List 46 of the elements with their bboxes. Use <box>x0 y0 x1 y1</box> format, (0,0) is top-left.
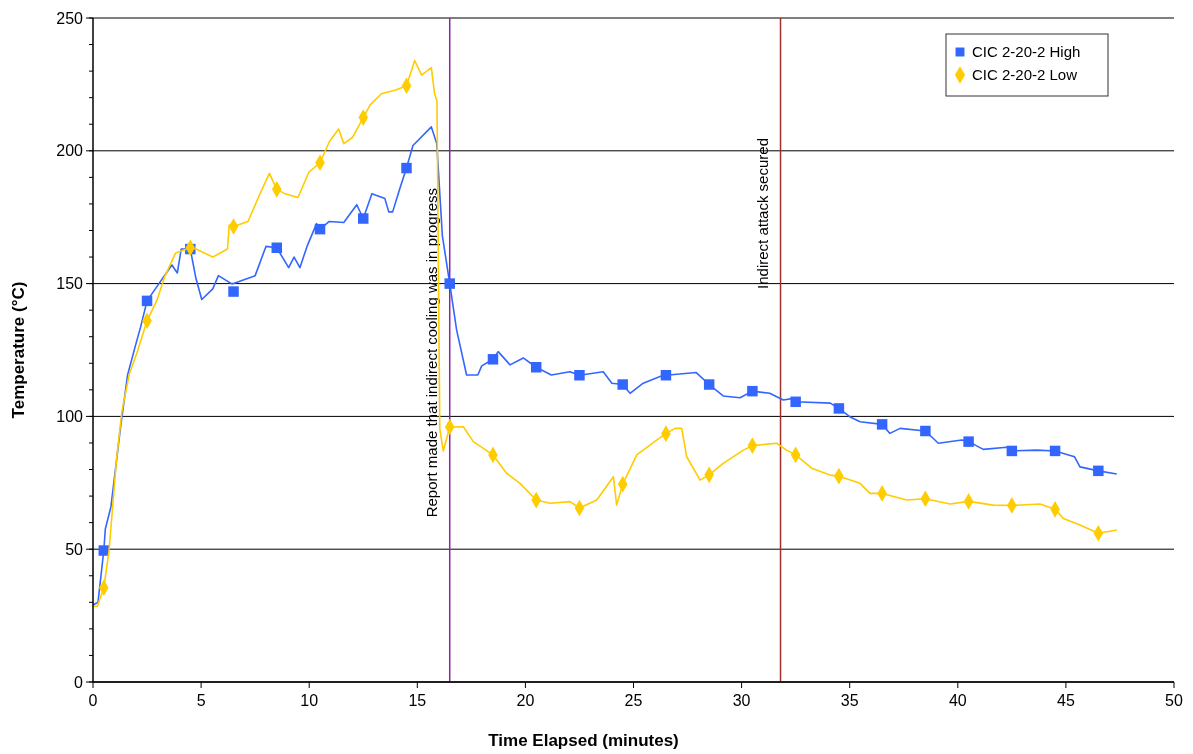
point <box>228 286 239 297</box>
point <box>141 295 153 307</box>
point <box>1049 445 1061 457</box>
ref-line-label: Indirect attack secured <box>753 138 771 289</box>
x-tick-label: 5 <box>196 692 206 709</box>
legend-label: CIC 2-20-2 High <box>972 43 1081 61</box>
point <box>358 213 369 224</box>
point <box>660 369 672 381</box>
x-tick-label: 0 <box>88 692 98 709</box>
x-tick-label: 25 <box>624 692 643 709</box>
y-axis-title: Temperature (°C) <box>9 281 28 419</box>
point <box>574 369 585 381</box>
point <box>876 419 888 430</box>
point <box>1093 465 1104 477</box>
point <box>747 385 758 397</box>
point <box>920 425 931 437</box>
legend-label: CIC 2-20-2 Low <box>972 66 1078 84</box>
point <box>833 403 845 414</box>
x-tick-label: 10 <box>300 692 319 709</box>
point <box>530 362 542 373</box>
point <box>314 223 326 235</box>
point <box>444 278 455 289</box>
x-tick-label: 35 <box>840 692 859 709</box>
y-tick-label: 0 <box>74 673 84 691</box>
y-tick-label: 50 <box>65 540 84 558</box>
x-tick-label: 20 <box>516 692 535 709</box>
x-tick-label: 30 <box>732 692 751 709</box>
point <box>703 379 715 390</box>
point <box>98 545 110 556</box>
y-tick-label: 100 <box>56 408 84 425</box>
y-tick-label: 200 <box>56 142 84 160</box>
point <box>271 242 283 253</box>
point <box>1006 445 1018 457</box>
x-tick-label: 50 <box>1165 692 1183 709</box>
x-tick-label: 40 <box>948 692 967 709</box>
point <box>617 379 628 390</box>
x-axis-title: Time Elapsed (minutes) <box>488 731 679 750</box>
point <box>790 396 801 408</box>
point <box>401 162 412 174</box>
point <box>487 354 499 365</box>
point <box>963 436 974 447</box>
y-tick-label: 150 <box>56 275 84 293</box>
x-tick-label: 45 <box>1057 692 1075 709</box>
x-tick-label: 15 <box>408 692 427 709</box>
y-tick-label: 250 <box>56 9 84 27</box>
ref-line-label: Report made that indirect cooling was in progress <box>422 188 440 518</box>
